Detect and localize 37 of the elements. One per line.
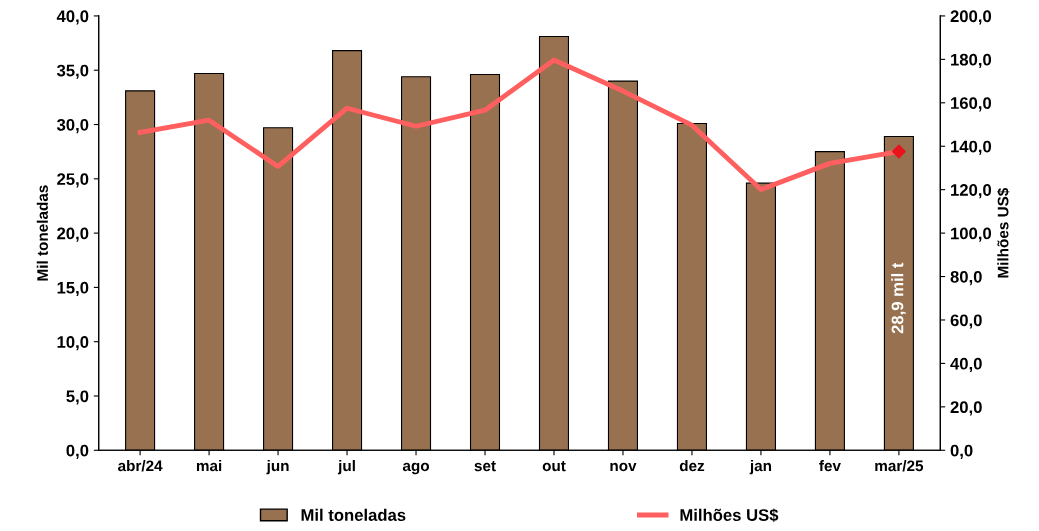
x-tick-label: mar/25 bbox=[875, 460, 924, 472]
x-tick-label: mai bbox=[196, 460, 222, 472]
y-tick-label: 35,0 bbox=[56, 64, 89, 79]
y-tick-label: 40,0 bbox=[56, 10, 89, 25]
x-tick-label: set bbox=[474, 461, 496, 472]
y2-tick-label: 180,0 bbox=[951, 53, 992, 68]
y2-tick-label: 20,0 bbox=[950, 401, 982, 416]
x-tick-label: jun bbox=[266, 460, 289, 475]
x-tick-label: fev bbox=[819, 460, 841, 472]
x-tick-label: abr/24 bbox=[118, 460, 163, 472]
x-tick-label: nov bbox=[610, 462, 637, 472]
x-tick-label: jul bbox=[337, 460, 355, 475]
y2-tick-label: 0,0 bbox=[950, 444, 973, 459]
y2-tick-label: 100,0 bbox=[951, 227, 992, 242]
y-axis-title: Mil toneladas bbox=[36, 185, 48, 281]
annotation: 28,9 mil t bbox=[891, 262, 906, 334]
y2-tick-label: 40,0 bbox=[950, 357, 982, 373]
y-tick-label: 25,0 bbox=[57, 173, 89, 188]
y2-tick-label: 60,0 bbox=[950, 314, 982, 329]
y-tick-label: 5,0 bbox=[66, 390, 89, 405]
x-tick-label: ago bbox=[402, 462, 430, 475]
x-tick-label: jan bbox=[749, 460, 772, 475]
y2-axis-title: Milhões US$ bbox=[997, 187, 1010, 278]
y2-tick-label: 120,0 bbox=[951, 184, 992, 199]
y-tick-label: 30,0 bbox=[56, 118, 89, 134]
y2-tick-label: 200,0 bbox=[950, 10, 992, 25]
y-tick-label: 10,0 bbox=[57, 336, 89, 351]
y-tick-label: 15,0 bbox=[57, 281, 89, 297]
y-tick-label: 20,0 bbox=[57, 227, 89, 242]
legend-label: Mil toneladas bbox=[301, 508, 406, 521]
y2-tick-label: 160,0 bbox=[951, 97, 992, 112]
legend-label: Milhões US$ bbox=[680, 508, 779, 523]
y2-tick-label: 140,0 bbox=[951, 140, 992, 155]
y2-tick-label: 80,0 bbox=[950, 270, 982, 286]
y-tick-label: 0,0 bbox=[66, 444, 89, 459]
x-tick-label: dez bbox=[679, 460, 705, 472]
x-tick-label: out bbox=[542, 461, 566, 472]
